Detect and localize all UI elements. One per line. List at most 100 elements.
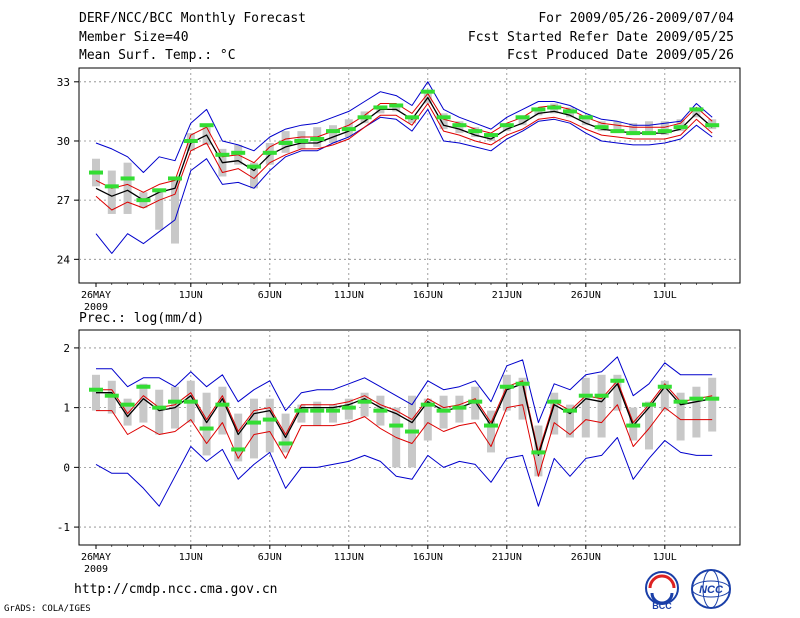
x-tick-label: 6JUN bbox=[258, 290, 282, 301]
observed-marker bbox=[326, 129, 340, 134]
spread-box bbox=[581, 377, 590, 438]
x-tick-label: 1JUN bbox=[179, 290, 203, 301]
spread-box bbox=[708, 377, 717, 432]
y-tick-label: 24 bbox=[57, 253, 71, 266]
observed-marker bbox=[357, 399, 372, 404]
fcst-produced-date: Fcst Produced Date 2009/05/26 bbox=[507, 48, 734, 63]
observed-marker bbox=[247, 164, 261, 169]
spread-box bbox=[313, 401, 322, 426]
y-tick-label: 0 bbox=[63, 461, 70, 474]
observed-marker bbox=[199, 426, 214, 431]
observed-marker bbox=[373, 408, 388, 413]
observed-marker bbox=[626, 131, 641, 136]
spread-box bbox=[629, 123, 638, 136]
observed-marker bbox=[642, 402, 656, 407]
x-tick-label: 21JUN bbox=[492, 290, 522, 301]
observed-marker bbox=[215, 402, 230, 407]
x-tick-label: 1JUL bbox=[653, 290, 677, 301]
observed-marker bbox=[278, 140, 293, 145]
panel-precipitation: -1 0 1 2 26MAY 1JUN 6JUN 11JUN 16JUN 21JUN 26JUN 1J… bbox=[57, 329, 741, 575]
observed-marker bbox=[547, 105, 562, 110]
x-year-label: 2009 bbox=[84, 302, 108, 313]
observed-marker bbox=[594, 125, 609, 130]
spread-box bbox=[360, 392, 369, 417]
observed-marker bbox=[104, 184, 119, 189]
x-tick-label: 26MAY bbox=[81, 290, 111, 301]
y-tick-label: 27 bbox=[57, 194, 70, 207]
observed-marker bbox=[452, 123, 467, 128]
observed-marker bbox=[452, 405, 467, 410]
observed-marker bbox=[168, 399, 182, 404]
spread-box bbox=[518, 377, 527, 420]
ensemble-min-line bbox=[95, 437, 713, 507]
spread-box bbox=[297, 404, 306, 423]
observed-marker bbox=[420, 402, 435, 407]
spread-box bbox=[487, 410, 495, 453]
spread-box bbox=[123, 162, 132, 214]
observed-marker bbox=[215, 152, 230, 157]
observed-marker bbox=[136, 198, 151, 203]
chart-title: DERF/NCC/BCC Monthly Forecast bbox=[79, 11, 306, 26]
spread-box bbox=[660, 121, 669, 136]
spread-box bbox=[265, 398, 274, 453]
observed-marker bbox=[231, 150, 246, 155]
spread-box bbox=[660, 380, 669, 411]
spread-box bbox=[123, 398, 132, 426]
spread-box bbox=[234, 413, 243, 462]
observed-marker bbox=[563, 109, 577, 114]
bcc-logo-text: BCC bbox=[652, 601, 672, 611]
spread-box bbox=[613, 121, 622, 134]
observed-marker bbox=[294, 138, 309, 143]
observed-marker bbox=[120, 402, 135, 407]
ncc-logo-text: NCC bbox=[699, 584, 724, 596]
ensemble-mean-line bbox=[95, 96, 713, 201]
observed-marker bbox=[689, 396, 704, 401]
observed-marker bbox=[610, 378, 625, 383]
observed-marker bbox=[104, 393, 119, 398]
observed-marker bbox=[610, 129, 625, 134]
observed-marker bbox=[389, 103, 404, 108]
upper-mean-line bbox=[95, 93, 713, 193]
observed-marker bbox=[499, 123, 514, 128]
observed-marker bbox=[389, 423, 404, 428]
observed-marker bbox=[484, 133, 498, 138]
x-tick-label: 26JUN bbox=[571, 552, 601, 563]
spread-box bbox=[692, 386, 701, 438]
forecast-period: For 2009/05/26-2009/07/04 bbox=[538, 11, 734, 26]
fcst-started-date: Fcst Started Refer Date 2009/05/25 bbox=[467, 30, 734, 45]
spread-box bbox=[155, 389, 164, 435]
spread-box bbox=[250, 398, 258, 459]
bcc-logo: BCC bbox=[645, 571, 679, 611]
observed-marker bbox=[183, 138, 198, 143]
observed-marker bbox=[515, 381, 530, 386]
spread-box bbox=[581, 115, 590, 126]
observed-marker bbox=[673, 125, 688, 130]
observed-marker bbox=[373, 105, 388, 110]
observed-marker bbox=[341, 127, 356, 132]
observed-marker bbox=[689, 107, 704, 112]
x-tick-label: 16JUN bbox=[413, 552, 443, 563]
x-tick-label: 11JUN bbox=[334, 552, 364, 563]
observed-marker bbox=[310, 137, 325, 142]
member-size: Member Size=40 bbox=[79, 30, 189, 45]
observed-marker bbox=[294, 408, 309, 413]
spread-box bbox=[645, 401, 653, 450]
observed-marker bbox=[547, 399, 562, 404]
spread-box bbox=[502, 374, 511, 411]
y-tick-label: 2 bbox=[63, 342, 70, 355]
x-year-label: 2009 bbox=[84, 564, 108, 575]
spread-box bbox=[281, 413, 290, 453]
spread-box bbox=[613, 374, 622, 411]
spread-box bbox=[566, 404, 574, 438]
observed-marker bbox=[468, 129, 483, 134]
lower-mean-line bbox=[96, 404, 713, 477]
x-tick-label: 21JUN bbox=[492, 552, 522, 563]
spread-box bbox=[250, 162, 258, 189]
ensemble-mean-line bbox=[96, 383, 713, 457]
spread-box bbox=[376, 107, 385, 114]
x-tick-label: 26JUN bbox=[571, 290, 601, 301]
observed-marker bbox=[436, 408, 451, 413]
source-url[interactable]: http://cmdp.ncc.cma.gov.cn bbox=[74, 582, 278, 597]
observed-marker bbox=[531, 107, 546, 112]
x-tick-label: 16JUN bbox=[413, 290, 443, 301]
